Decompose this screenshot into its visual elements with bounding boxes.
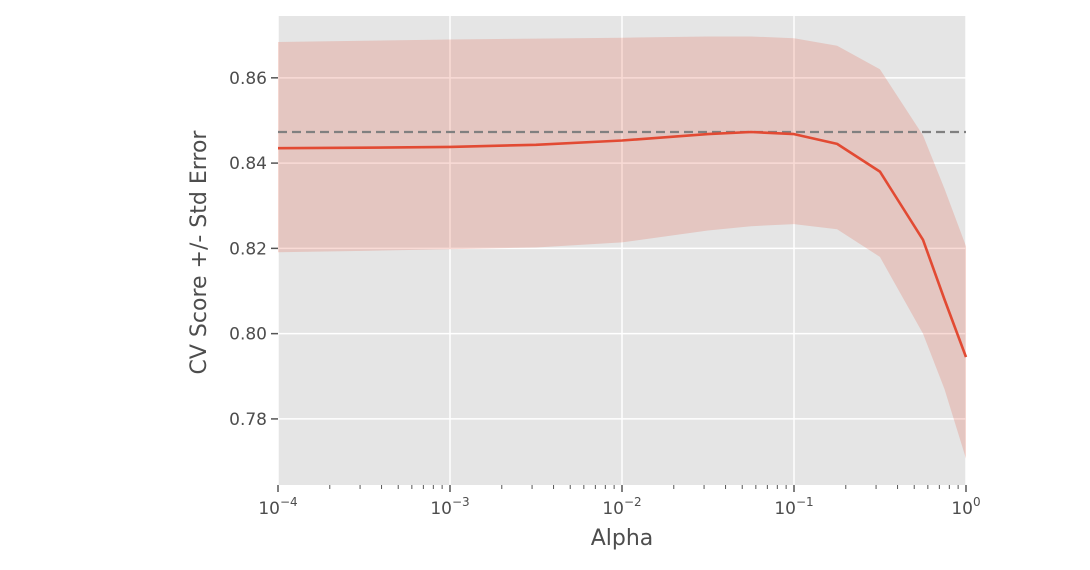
std-error-band-layer [278, 36, 966, 459]
axes: 10−4 10−3 10−2 10−1 100 0.78 0.80 0.82 0.84 0.86 [229, 69, 981, 519]
x-axis-title: Alpha [591, 526, 654, 551]
mean-score-line-layer [277, 130, 968, 358]
x-tick-label: 10−1 [774, 495, 813, 519]
x-tick-label: 10−2 [602, 495, 641, 519]
x-tick-label: 100 [951, 495, 980, 519]
x-tick-label: 10−4 [258, 495, 297, 519]
std-error-band [278, 36, 966, 459]
y-tick-label: 0.82 [229, 239, 267, 259]
y-axis-title: CV Score +/- Std Error [187, 130, 212, 375]
y-tick-label: 0.84 [229, 154, 267, 174]
mean-cv-score-line [277, 130, 968, 358]
grid-lines [277, 16, 967, 485]
x-tick-label: 10−3 [430, 495, 469, 519]
y-tick-label: 0.80 [229, 325, 267, 345]
y-tick-label: 0.86 [229, 69, 267, 89]
y-tick-label: 0.78 [229, 410, 267, 430]
